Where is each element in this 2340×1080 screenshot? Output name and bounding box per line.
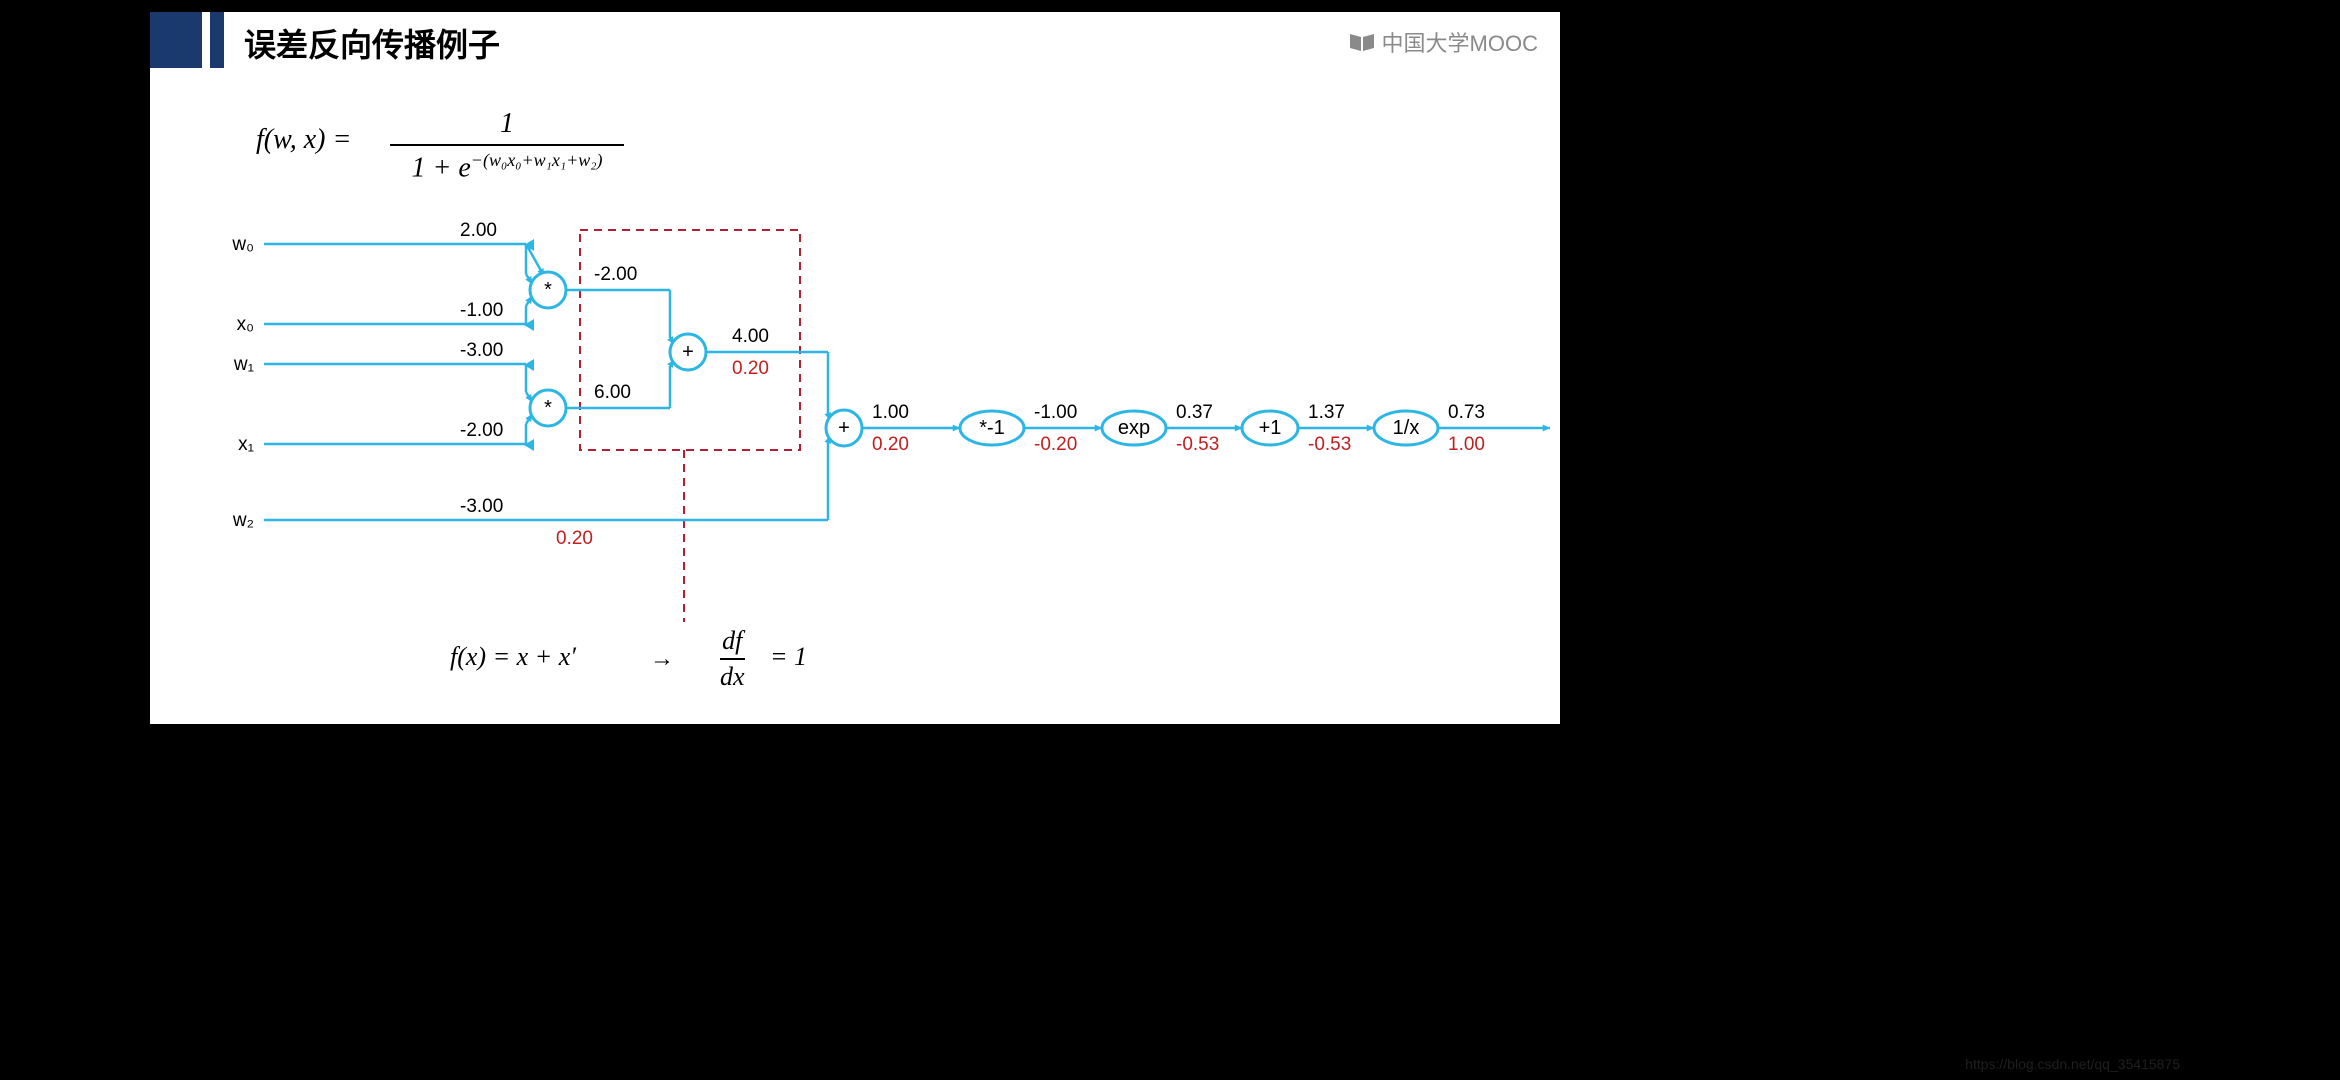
svg-text:0.37: 0.37 — [1176, 402, 1213, 423]
svg-text:*: * — [544, 279, 552, 301]
svg-text:-0.20: -0.20 — [1034, 434, 1077, 455]
svg-text:-2.00: -2.00 — [460, 420, 503, 441]
svg-text:-2.00: -2.00 — [594, 264, 637, 285]
svg-text:x₁: x₁ — [238, 434, 254, 455]
svg-text:-0.53: -0.53 — [1176, 434, 1219, 455]
svg-text:x₀: x₀ — [237, 314, 254, 335]
svg-text:1.37: 1.37 — [1308, 402, 1345, 423]
svg-text:w₁: w₁ — [233, 354, 254, 375]
svg-text:w₀: w₀ — [231, 234, 254, 255]
svg-text:6.00: 6.00 — [594, 382, 631, 403]
svg-text:1.00: 1.00 — [872, 402, 909, 423]
svg-text:-1.00: -1.00 — [1034, 402, 1077, 423]
svg-text:1.00: 1.00 — [1448, 434, 1485, 455]
svg-text:*: * — [544, 397, 552, 419]
svg-text:1/x: 1/x — [1393, 417, 1420, 439]
svg-text:0.73: 0.73 — [1448, 402, 1485, 423]
svg-text:+1: +1 — [1259, 417, 1282, 439]
svg-text:exp: exp — [1118, 417, 1150, 439]
svg-text:w₂: w₂ — [232, 510, 254, 531]
svg-text:-3.00: -3.00 — [460, 340, 503, 361]
svg-text:0.20: 0.20 — [872, 434, 909, 455]
svg-text:-0.53: -0.53 — [1308, 434, 1351, 455]
watermark: https://blog.csdn.net/qq_35415875 — [1965, 1056, 2180, 1072]
slide: 误差反向传播例子 中国大学MOOC f(w, x) = 1 1 + e−(w₀x… — [150, 12, 1560, 724]
svg-text:-1.00: -1.00 — [460, 300, 503, 321]
svg-text:*-1: *-1 — [979, 417, 1005, 439]
svg-text:-3.00: -3.00 — [460, 496, 503, 517]
computation-graph: w₀ 2.00 x₀ -1.00 w₁ -3.00 x₁ -2.00 w₂ -3.00 0.20 -2… — [150, 12, 1560, 724]
svg-text:0.20: 0.20 — [556, 528, 593, 549]
svg-text:2.00: 2.00 — [460, 220, 497, 241]
svg-text:+: + — [682, 341, 694, 363]
svg-text:0.20: 0.20 — [732, 358, 769, 379]
svg-text:4.00: 4.00 — [732, 326, 769, 347]
svg-text:+: + — [838, 417, 850, 439]
